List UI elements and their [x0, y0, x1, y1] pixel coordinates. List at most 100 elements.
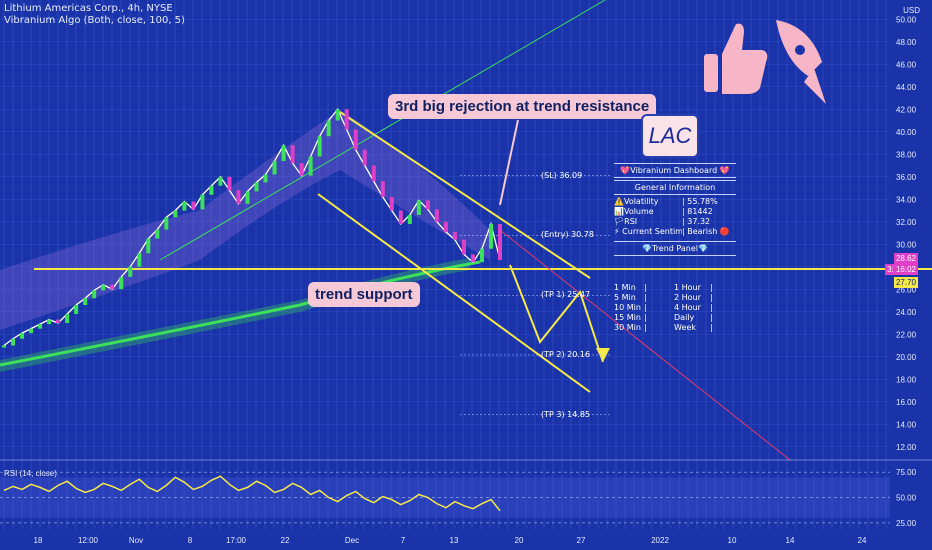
- x-tick-label: Dec: [345, 536, 359, 545]
- price-candle: [461, 239, 466, 255]
- dashboard-row-key: 📊Volume: [614, 207, 654, 216]
- price-candle: [2, 345, 6, 348]
- indicator-title[interactable]: Vibranium Algo (Both, close, 100, 5): [4, 15, 185, 26]
- price-candle: [101, 284, 106, 291]
- price-candle: [128, 266, 133, 277]
- price-series: [2, 108, 502, 348]
- rsi-pane: 75.00 50.00 25.00: [0, 459, 932, 528]
- y-tick-label: 36.00: [896, 173, 917, 182]
- trend-cell: |: [644, 323, 647, 332]
- callout-pointer: [499, 119, 519, 206]
- trend-cell: 10 Min: [614, 303, 641, 312]
- rsi-label: RSI (14, close): [4, 469, 57, 478]
- y-tick-label: 24.00: [896, 308, 917, 317]
- level-label: (TP 3) 14.85: [541, 409, 591, 419]
- price-candle: [272, 161, 277, 175]
- price-candle: [362, 149, 367, 166]
- dashboard-title: 💖Vibranium Dashboard 💖: [614, 163, 736, 178]
- price-candle: [209, 185, 214, 195]
- level-label: (TP 2) 20.16: [541, 349, 591, 359]
- price-candle: [20, 333, 25, 339]
- x-tick-label: 20: [515, 536, 524, 545]
- price-candle: [56, 319, 61, 323]
- dashboard-row: 🏳RSI | 37.32: [614, 217, 736, 227]
- thumbs-up-icon: [704, 23, 768, 95]
- y-tick-label: 30.00: [896, 240, 917, 249]
- price-candle: [245, 191, 250, 204]
- projection-line: [499, 229, 791, 461]
- price-tag-countdown: 3: 16:02: [885, 264, 918, 275]
- trend-cell: |: [710, 313, 713, 322]
- price-candle: [308, 156, 313, 176]
- dashboard-section: General Information: [614, 180, 736, 195]
- price-tag-current: 28.62: [893, 253, 918, 264]
- x-tick-label: 18: [34, 536, 43, 545]
- price-candle: [380, 181, 385, 197]
- x-axis: 18 12:00 Nov 8 17:00 22 Dec 7 13 20 27 2022 10 14 24: [34, 536, 867, 545]
- price-candle: [11, 338, 16, 346]
- trend-panel-title: 💎Trend Panel💎: [614, 241, 736, 256]
- dashboard-row-key: ⚠️Volatility: [614, 197, 659, 206]
- price-candle: [281, 145, 286, 161]
- x-tick-label: 8: [188, 536, 193, 545]
- price-candle: [92, 290, 97, 299]
- projected-path: [509, 264, 604, 363]
- price-candle: [407, 215, 412, 224]
- price-candle: [353, 129, 358, 150]
- support-callout: trend support: [308, 282, 420, 307]
- rejection-callout: 3rd big rejection at trend resistance: [388, 94, 657, 119]
- y-tick-label: 18.00: [896, 375, 917, 384]
- y-tick-label: 14.00: [896, 420, 917, 429]
- y-tick-label: 44.00: [896, 83, 917, 92]
- y-tick-label: 42.00: [896, 105, 917, 114]
- price-tag-ema: 27.70: [893, 277, 918, 288]
- price-candle: [29, 328, 34, 334]
- price-candle: [110, 284, 115, 290]
- support-trendline: [317, 193, 591, 393]
- price-candle: [398, 210, 403, 224]
- price-candle: [443, 221, 448, 232]
- ema-line: [0, 260, 481, 367]
- ticker-box: LAC: [641, 114, 699, 158]
- trend-cell: |: [710, 283, 713, 292]
- dashboard-row-key: ⚡ Current Sentiment: [614, 227, 682, 236]
- price-candle: [200, 194, 205, 210]
- level-label: (Entry) 30.78: [541, 230, 594, 240]
- trend-row: 15 Min | Daily |: [614, 313, 736, 323]
- level-label: (TP 1) 25.47: [541, 290, 591, 300]
- price-candle: [299, 163, 304, 176]
- price-candle: [173, 210, 178, 218]
- trend-cell: |: [644, 313, 647, 322]
- x-tick-label: 27: [577, 536, 586, 545]
- trend-row: 5 Min | 2 Hour |: [614, 293, 736, 303]
- trend-cell: 5 Min: [614, 293, 636, 302]
- y-tick-label: 20.00: [896, 353, 917, 362]
- y-tick-label: 38.00: [896, 150, 917, 159]
- rsi-tick-label: 50.00: [896, 494, 917, 503]
- trend-cell: |: [644, 293, 647, 302]
- symbol-title[interactable]: Lithium Americas Corp., 4h, NYSE: [4, 3, 173, 14]
- price-candle: [425, 200, 430, 210]
- price-candle: [335, 109, 340, 121]
- price-candle: [254, 182, 259, 192]
- price-candle: [326, 120, 331, 137]
- x-tick-label: 13: [450, 536, 459, 545]
- resistance-trendline: [339, 111, 591, 279]
- rsi-line: [3, 475, 501, 512]
- trend-cell: 1 Hour: [674, 283, 701, 292]
- price-candle: [191, 201, 196, 210]
- dashboard-row-key: 🏳RSI: [614, 217, 638, 226]
- y-axis: 50.00 48.00 46.00 44.00 42.00 40.00 38.00 36.00…: [896, 15, 917, 452]
- trend-cell: |: [710, 293, 713, 302]
- price-candle: [146, 238, 151, 254]
- vertical-grid: [3, 0, 887, 530]
- trend-cell: 1 Min: [614, 283, 636, 292]
- price-candle: [155, 229, 160, 239]
- rsi-tick-label: 25.00: [896, 519, 917, 528]
- price-candle: [470, 254, 475, 263]
- dashboard-row: 📊Volume | 81442: [614, 207, 736, 217]
- dashboard-row-value: | 81442: [682, 207, 713, 216]
- dashboard-row-value: | 55.78%: [682, 197, 718, 206]
- y-tick-label: 40.00: [896, 128, 917, 137]
- price-candle: [65, 314, 70, 323]
